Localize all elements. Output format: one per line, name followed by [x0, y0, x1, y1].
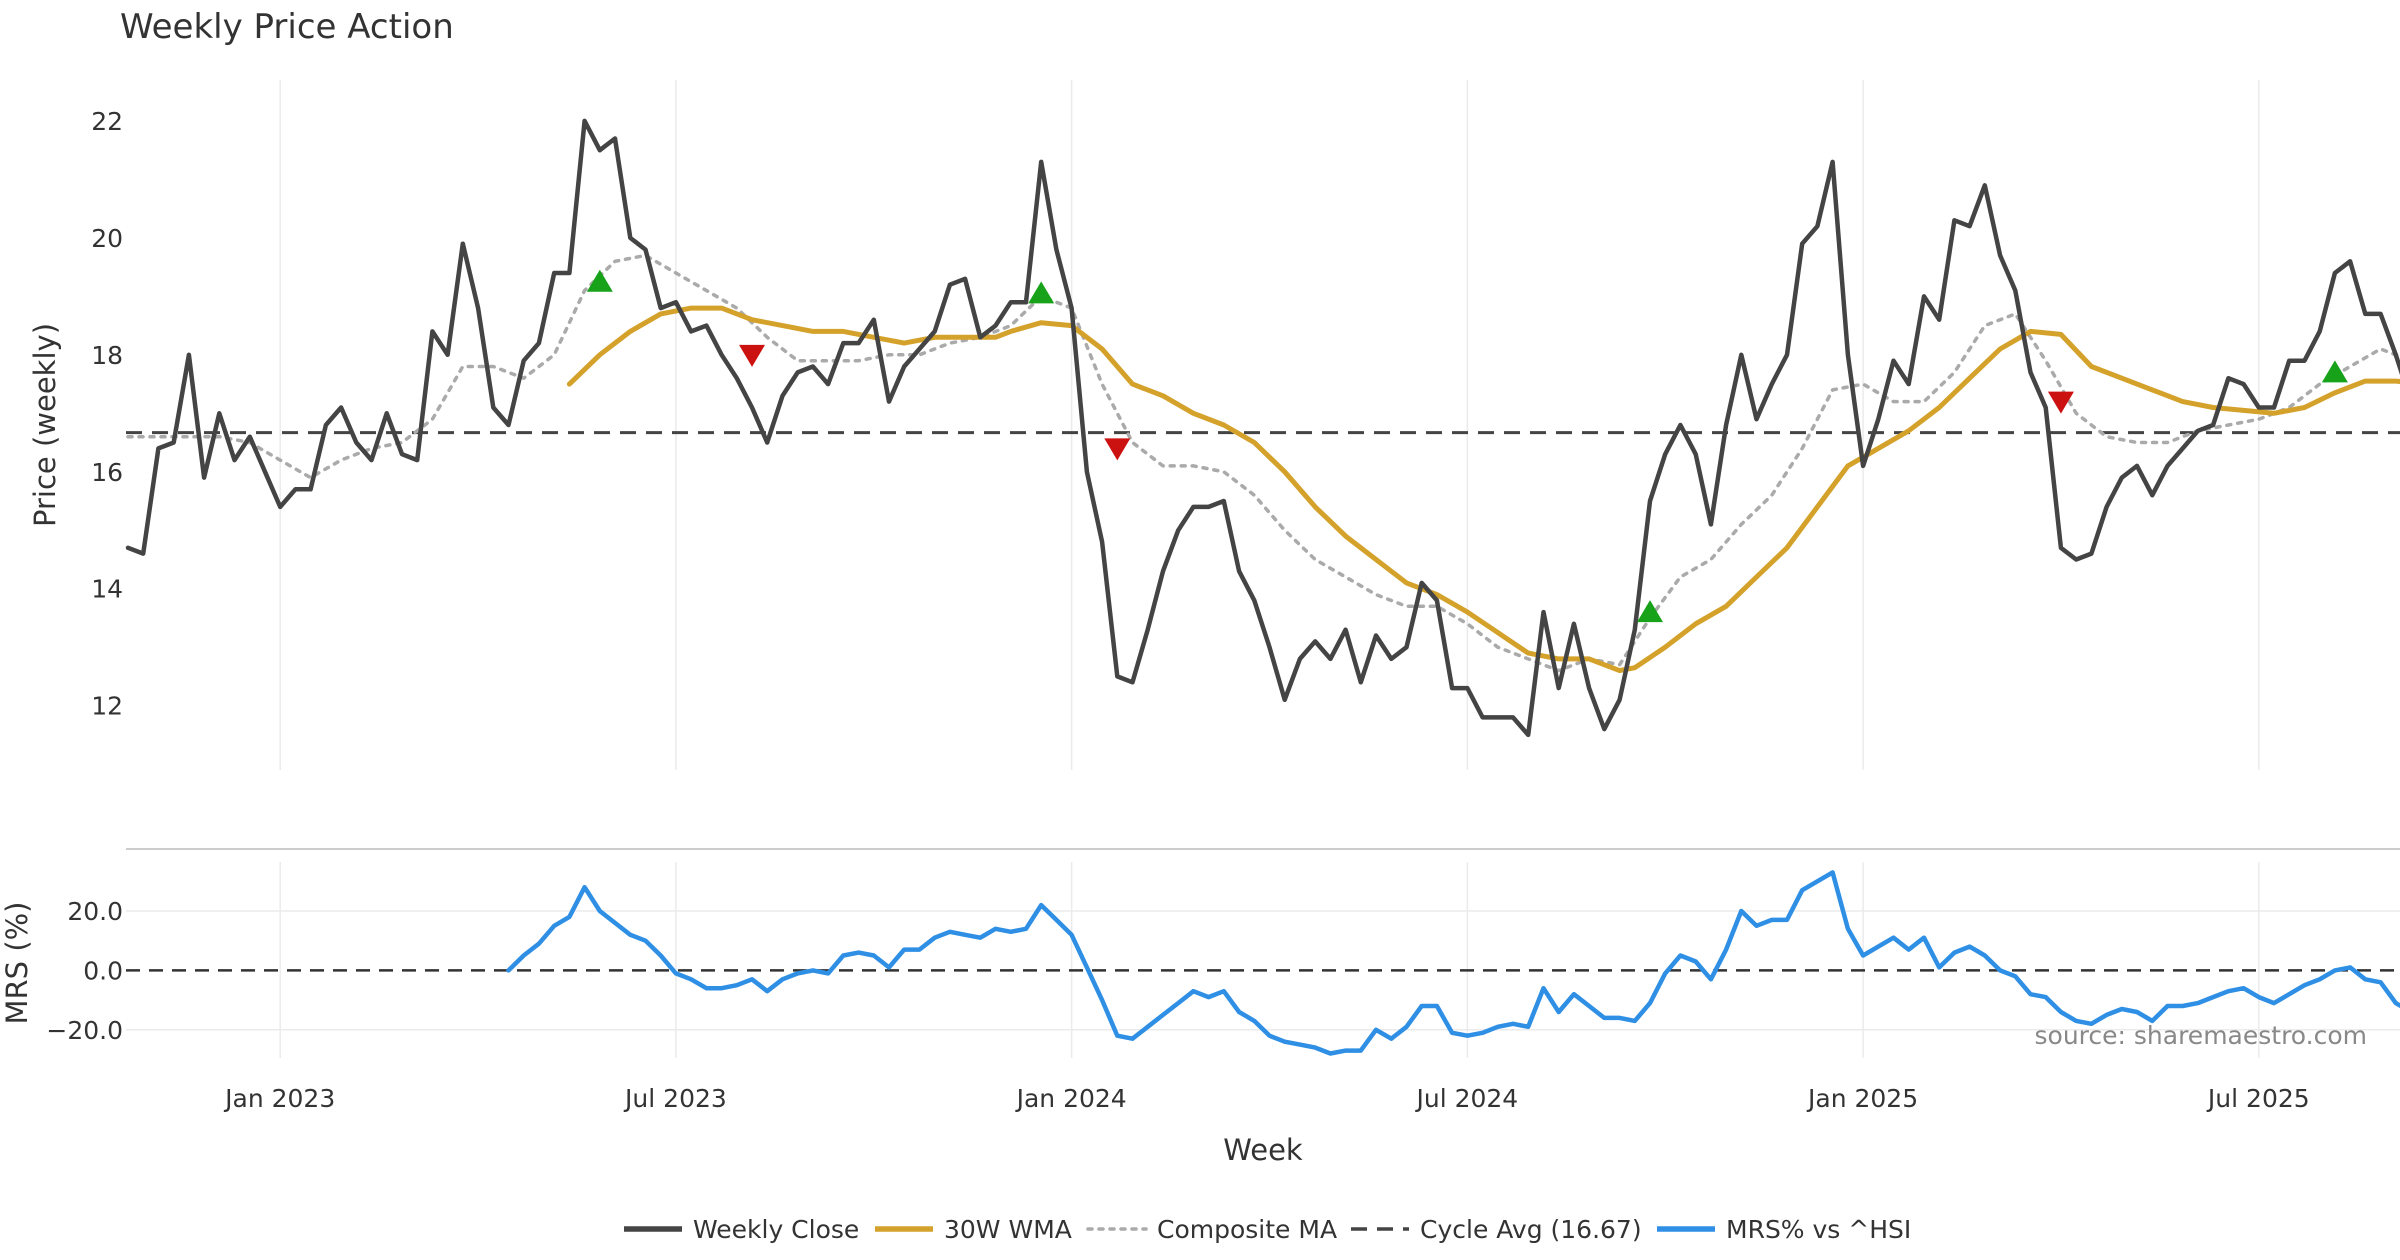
x-tick-label: Jan 2025 [1806, 1084, 1918, 1113]
wma-30w-line [566, 305, 2400, 674]
chart-legend: Weekly Close 30W WMA Composite MA Cycle Avg… [624, 1215, 1911, 1244]
price-y-tick-label: 12 [91, 692, 123, 721]
mrs-y-tick-label: 0.0 [83, 956, 123, 985]
price-y-axis-label: Price (weekly) [28, 323, 62, 527]
buy-signal-marker [2321, 360, 2348, 383]
buy-signal-marker [586, 269, 613, 292]
price-series [125, 118, 2400, 738]
x-tick-labels: Jan 2023 Jul 2023 Jan 2024 Jul 2024 Jan 2025… [223, 1084, 2310, 1113]
mrs-y-tick-label: −20.0 [46, 1016, 123, 1045]
mrs-y-tick-label: 20.0 [67, 897, 123, 926]
x-tick-label: Jul 2024 [1414, 1084, 1518, 1113]
x-tick-label: Jul 2025 [2206, 1084, 2310, 1113]
legend-item-composite: Composite MA [1086, 1215, 1337, 1244]
sell-signal-marker [2047, 391, 2074, 414]
composite-ma-line [126, 253, 2400, 673]
buy-signal-marker [1028, 281, 1055, 304]
legend-item-wma: 30W WMA [875, 1215, 1072, 1244]
source-note: source: sharemaestro.com [2035, 1021, 2368, 1050]
x-axis-label: Week [1223, 1133, 1303, 1167]
price-panel-grid [279, 80, 2260, 770]
legend-label: 30W WMA [944, 1215, 1072, 1244]
price-y-tick-label: 22 [91, 107, 123, 136]
sell-signal-marker [1104, 438, 1131, 461]
mrs-series [126, 870, 2400, 1056]
sell-signal-marker [739, 344, 766, 367]
legend-item-close: Weekly Close [624, 1215, 859, 1244]
chart-title: Weekly Price Action [120, 7, 454, 47]
mrs-line [506, 870, 2400, 1056]
buy-signal-marker [1637, 600, 1663, 623]
price-y-tick-label: 14 [91, 575, 123, 604]
legend-label: Composite MA [1157, 1215, 1337, 1244]
legend-label: Weekly Close [693, 1215, 859, 1244]
legend-item-mrs: MRS% vs ^HSI [1657, 1215, 1911, 1244]
legend-label: Cycle Avg (16.67) [1420, 1215, 1642, 1244]
weekly-close-line [125, 118, 2400, 738]
legend-item-cycle: Cycle Avg (16.67) [1351, 1215, 1642, 1244]
price-y-tick-label: 20 [91, 224, 123, 253]
price-y-tick-label: 18 [91, 341, 123, 370]
x-tick-label: Jan 2024 [1015, 1084, 1127, 1113]
price-y-tick-label: 16 [91, 458, 123, 487]
mrs-y-axis-label: MRS (%) [0, 902, 34, 1025]
x-tick-label: Jul 2023 [623, 1084, 727, 1113]
signal-markers [586, 269, 2348, 623]
mrs-y-tick-labels: 20.0 0.0 −20.0 [46, 897, 123, 1045]
x-tick-label: Jan 2023 [223, 1084, 335, 1113]
price-y-tick-labels: 12 14 16 18 20 22 [91, 107, 123, 721]
legend-label: MRS% vs ^HSI [1726, 1215, 1911, 1244]
